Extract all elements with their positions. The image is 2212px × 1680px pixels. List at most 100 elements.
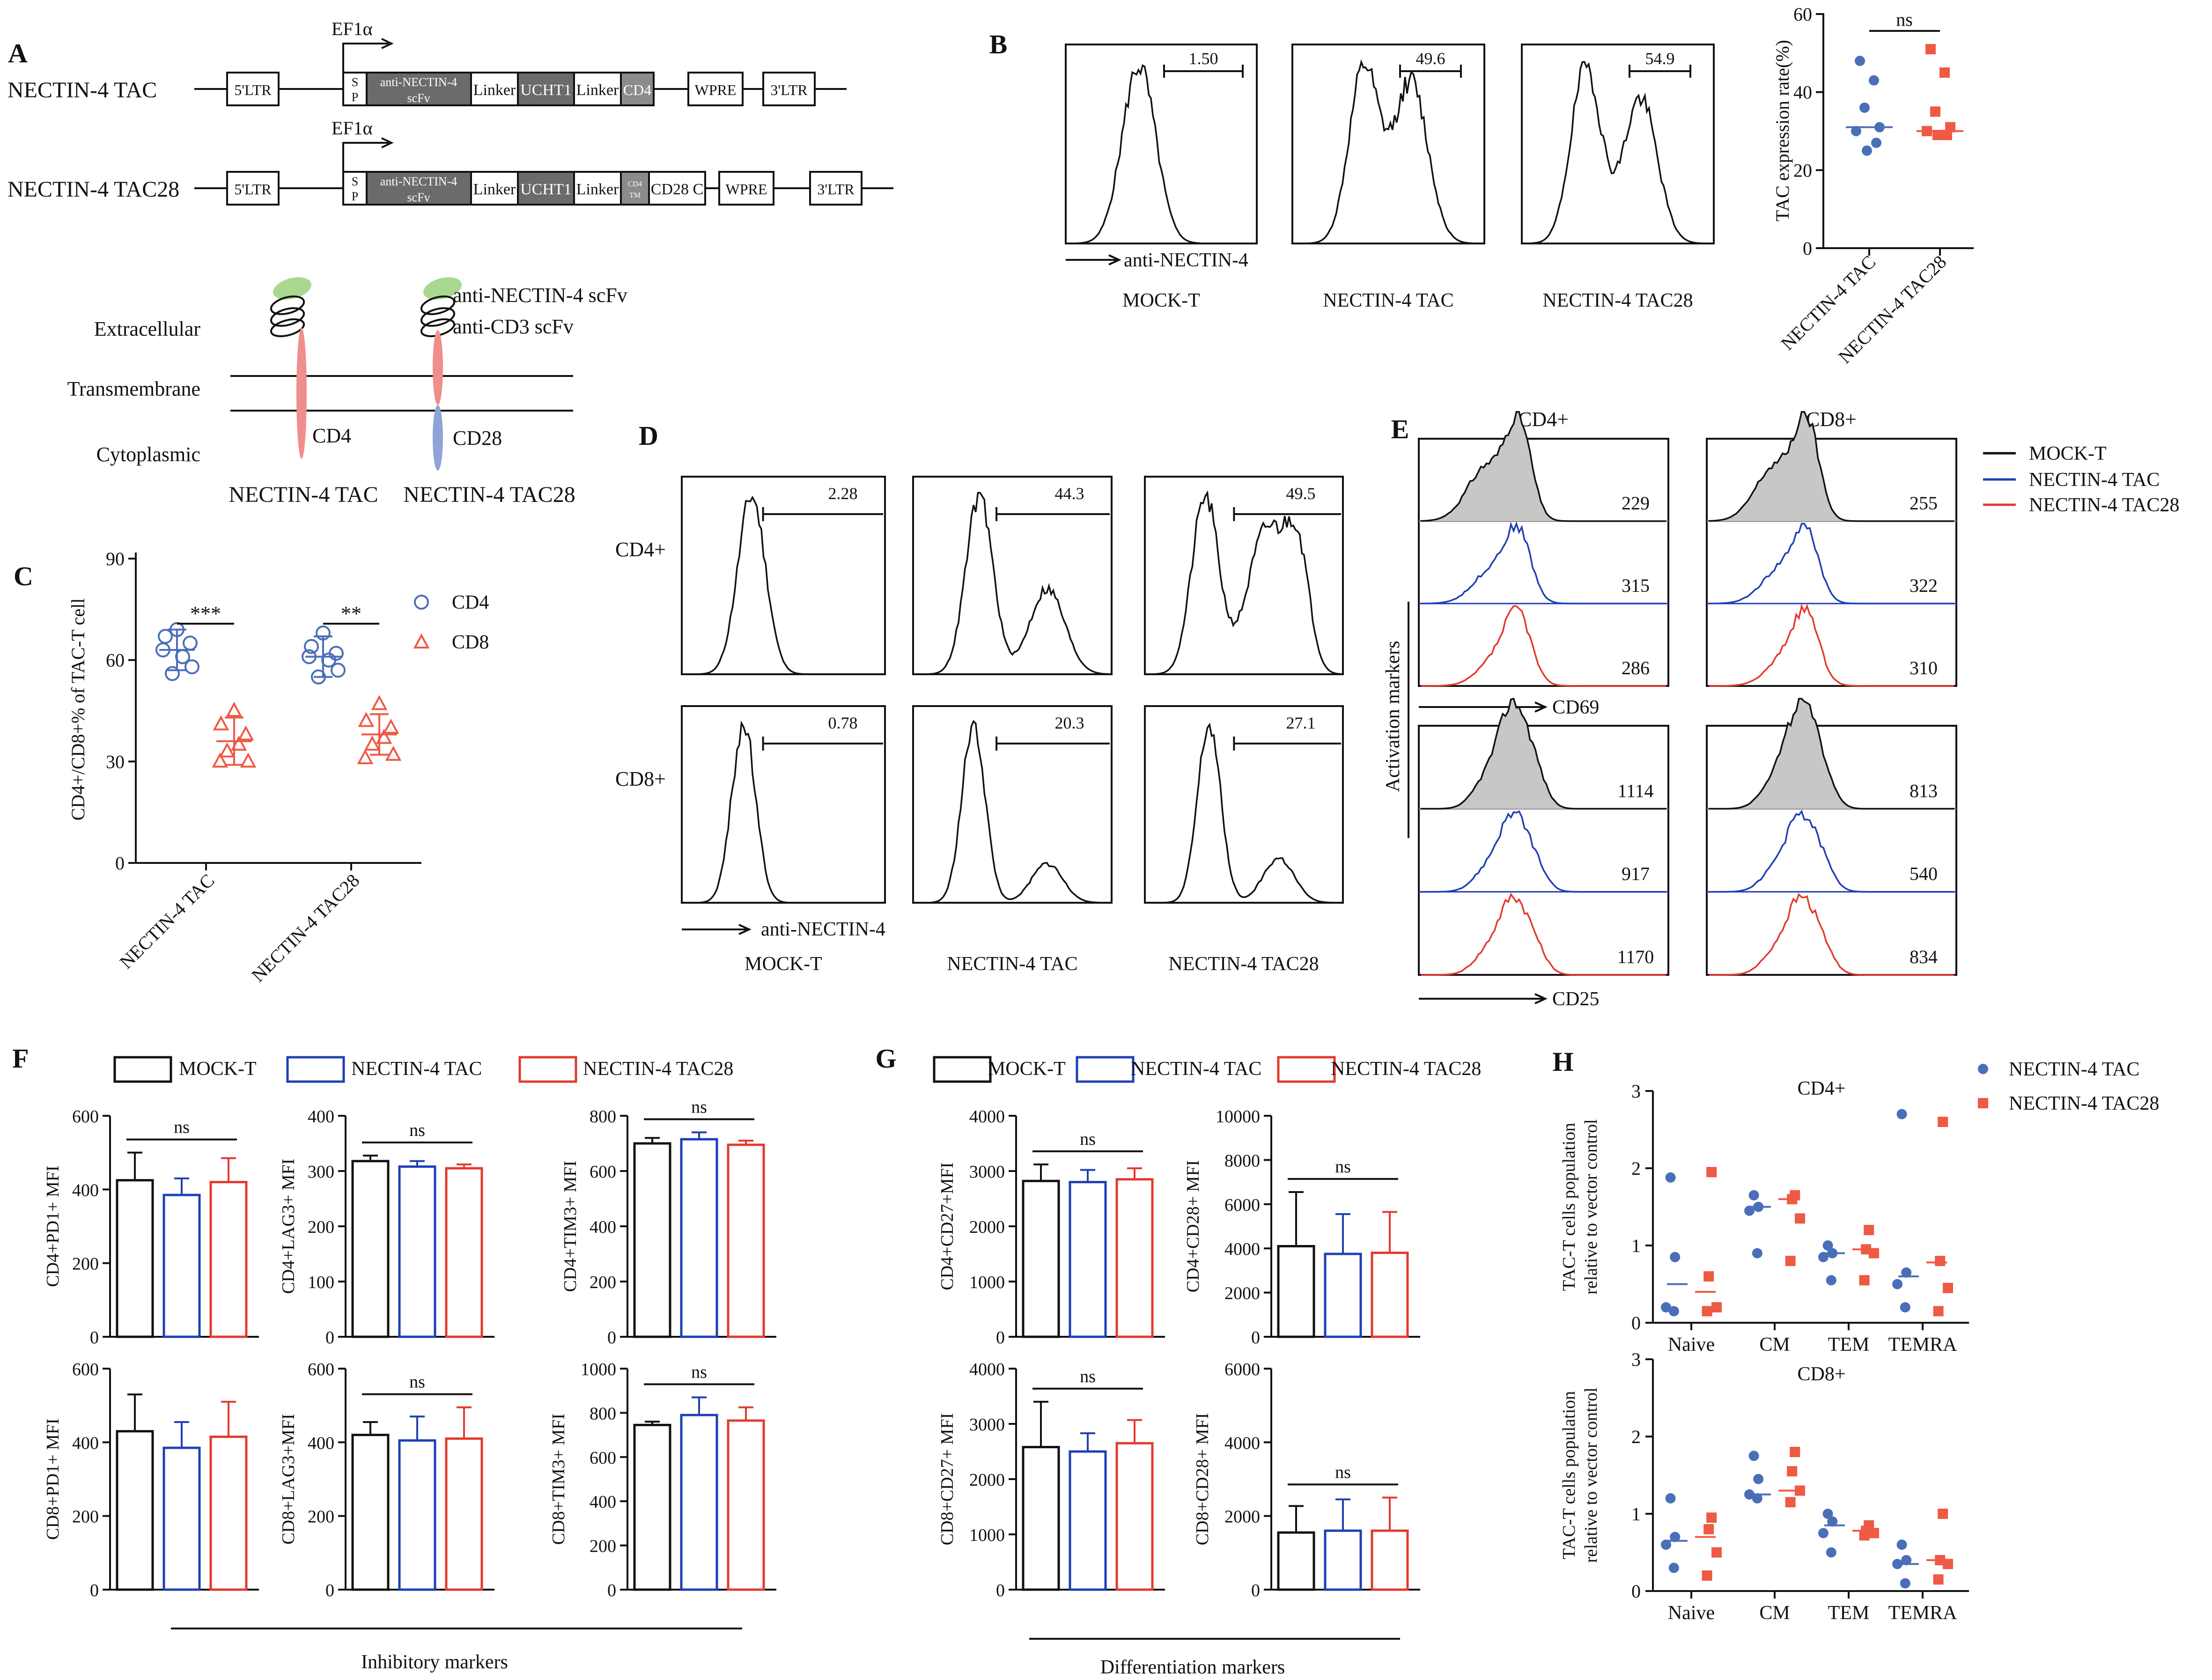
histogram-curve [1295,59,1482,244]
y-tick-label: 90 [106,548,125,569]
cd4-label: CD4 [623,81,651,98]
data-point [230,736,247,751]
histogram-curve [915,720,1109,904]
panel-b: B 1.50 MOCK-T 49.6 NECTIN-4 TAC 54.9 NECTIN-4 … [989,4,1974,368]
data-point [1942,130,1952,140]
cd4-label: CD4 [312,424,351,447]
x-axis-label: anti-NECTIN-4 [1124,250,1248,271]
data-point [1864,1225,1874,1235]
data-point [226,701,243,717]
data-point [304,639,319,654]
x-axis-label: CD25 [1552,988,1599,1010]
scfv-label: anti-NECTIN-4 scFv [453,284,627,307]
legend-label: NECTIN-4 TAC [2029,469,2160,491]
histogram-curve [1067,64,1254,244]
scatter-axes [135,553,421,864]
linker-box [470,171,519,206]
data-point [237,725,254,741]
bar [1371,1252,1409,1338]
panel-letter: H [1552,1046,1573,1077]
data-point [1702,1570,1712,1581]
data-point [1711,1547,1722,1558]
y-axis-label: TAC expression rate(%) [1772,40,1793,221]
y-tick-label: 2000 [969,1470,1005,1490]
mfi-value: 917 [1622,863,1650,884]
legend-label: CD8 [452,632,489,653]
y-tick-label: 3 [1631,1349,1641,1370]
sig-label: ns [409,1120,425,1140]
x-tick-label: NECTIN-4 TAC [115,870,218,973]
bar [162,1446,201,1591]
scfv-box [366,72,472,106]
cd4tm-label: TM [629,192,641,199]
mfi-value: 540 [1910,863,1938,884]
cd4-box [620,72,655,106]
bar [727,1419,765,1591]
data-point [1706,1167,1717,1178]
histogram-curve [1147,490,1342,675]
bar [398,1439,436,1591]
column-label: NECTIN-4 TAC28 [1168,953,1319,975]
y-tick-label: 600 [308,1360,334,1379]
histogram-label: NECTIN-4 TAC [1323,290,1453,311]
histogram-frame [1291,44,1485,244]
y-tick-label: 2000 [1224,1284,1260,1304]
x-axis-label: anti-NECTIN-4 [761,919,885,940]
y-tick-label: 200 [590,1273,616,1292]
scatter-axes [1652,1359,1969,1592]
data-point [364,736,381,751]
cd4tm-label: CD4 [628,180,642,188]
y-axis-label: CD8+PD1+ MFI [43,1418,63,1540]
y-tick-label: 800 [590,1107,616,1127]
bar [209,1436,248,1591]
data-point [1900,1302,1910,1312]
y-tick-label: 0 [325,1581,334,1600]
y-tick-label: 0 [1251,1581,1260,1600]
plot-title: CD8+ [1797,1363,1845,1385]
y-tick-label: 200 [308,1507,334,1527]
legend-label: MOCK-T [179,1058,257,1080]
histogram-curve [684,495,883,675]
data-point [1752,1248,1762,1259]
y-tick-label: 400 [308,1433,334,1453]
sig-label: ns [691,1097,707,1117]
panel-e: E CD4+ CD8+ 229 315 286 255 322 310 CD69 1114 917 11… [1382,408,2179,1010]
data-point [376,729,392,744]
y-tick-label: 2 [1631,1426,1641,1447]
data-point [184,659,199,675]
y-tick-label: 10000 [1216,1107,1260,1127]
data-point [1753,1474,1764,1484]
cd4-tm-domain [296,328,307,459]
y-tick-label: 400 [72,1433,99,1453]
data-point [1748,1451,1759,1461]
data-point [1930,106,1940,117]
mfi-value: 310 [1910,657,1938,678]
scfv-loop [420,295,456,315]
bar [727,1143,765,1338]
legend-label: NECTIN-4 TAC [1131,1058,1261,1080]
legend-marker-cd8 [413,633,430,648]
data-point [1939,67,1950,78]
linker-label: Linker [576,181,619,198]
data-point [1896,1540,1907,1550]
mfi-value: 1114 [1617,780,1653,801]
legend-swatch [933,1056,992,1083]
legend-label: MOCK-T [988,1058,1066,1080]
y-tick-label: 0 [90,1328,99,1348]
y-tick-label: 3000 [969,1415,1005,1435]
arrow-head [381,38,394,49]
bar [1022,1446,1060,1591]
y-tick-label: 0 [115,853,125,874]
histogram-curve [1420,698,1667,810]
histogram-curve [1708,523,1954,604]
arrow-head [1534,993,1548,1004]
linker-box [573,72,622,106]
panel-letter: E [1391,414,1409,444]
scfv-label: anti-NECTIN-4 [380,175,457,188]
x-tick-label: TEM [1828,1602,1870,1624]
bar [1069,1450,1107,1591]
legend-label: NECTIN-4 TAC28 [1331,1058,1481,1080]
data-point [1826,1547,1836,1558]
bar [398,1165,436,1338]
